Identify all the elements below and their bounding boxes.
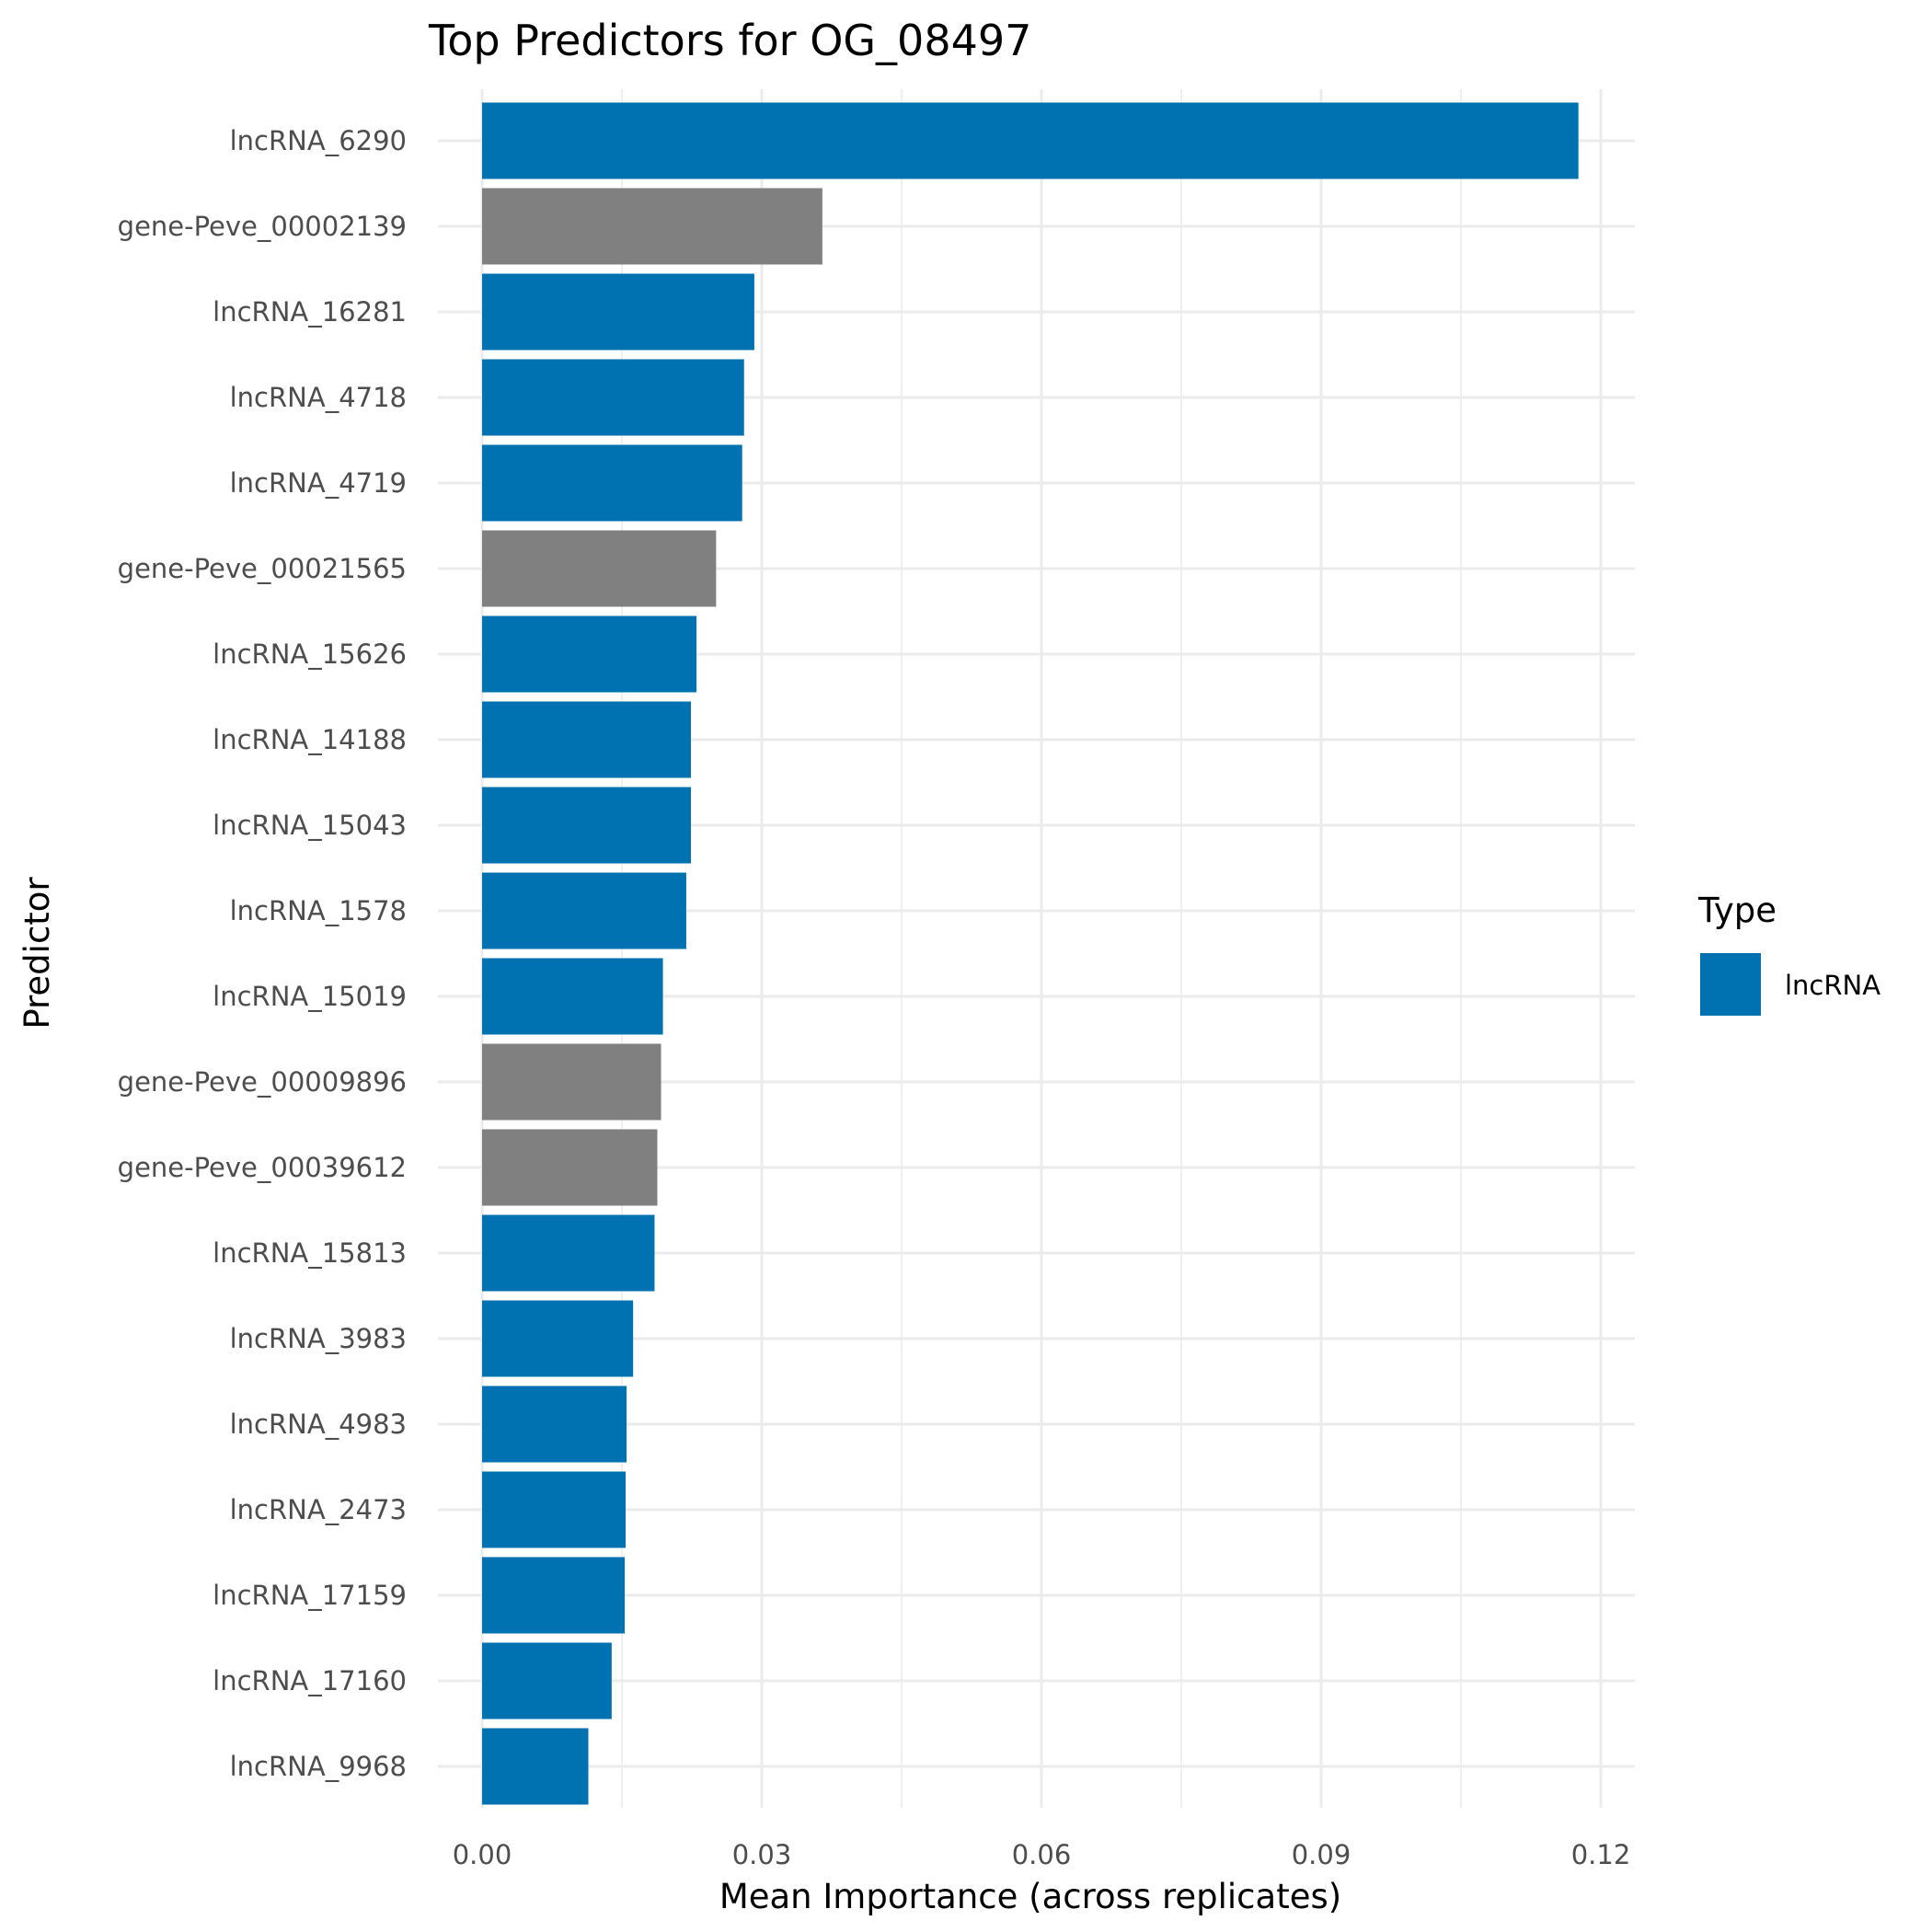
- x-tick-label: 0.12: [1571, 1839, 1631, 1870]
- bar-lncRNA_16281: [482, 273, 754, 351]
- y-tick-label: lncRNA_14188: [213, 724, 407, 755]
- y-tick-label: lncRNA_16281: [213, 296, 407, 328]
- bar-lncRNA_4719: [482, 444, 742, 522]
- x-tick-label: 0.00: [453, 1839, 512, 1870]
- x-tick-label: 0.06: [1012, 1839, 1072, 1870]
- y-tick-label: lncRNA_15626: [213, 638, 407, 670]
- legend: Type lncRNA: [1697, 891, 1880, 1016]
- y-tick-label: gene-Peve_00039612: [118, 1152, 407, 1183]
- y-tick-label: lncRNA_17160: [213, 1665, 407, 1696]
- bar-lncRNA_2473: [482, 1471, 627, 1548]
- y-axis-title: Predictor: [17, 877, 57, 1029]
- bars: [482, 102, 1579, 1805]
- y-tick-label: lncRNA_4719: [230, 467, 407, 499]
- legend-label-lncrna: lncRNA: [1785, 970, 1880, 1001]
- bar-lncRNA_1578: [482, 872, 686, 949]
- bar-lncRNA_17159: [482, 1557, 626, 1634]
- y-tick-labels: lncRNA_6290 gene-Peve_00002139 lncRNA_1628…: [118, 125, 407, 1782]
- y-tick-label: gene-Peve_00002139: [118, 211, 407, 242]
- bar-lncRNA_15813: [482, 1214, 655, 1292]
- y-tick-label: lncRNA_6290: [230, 125, 407, 156]
- y-tick-label: lncRNA_2473: [230, 1494, 407, 1525]
- y-tick-label: lncRNA_15813: [213, 1237, 407, 1269]
- legend-title: Type: [1697, 891, 1777, 930]
- chart-title: Top Predictors for OG_08497: [428, 16, 1031, 65]
- bar-lncRNA_6290: [482, 102, 1579, 179]
- x-tick-label: 0.03: [732, 1839, 792, 1870]
- bar-lncRNA_15043: [482, 787, 691, 864]
- y-tick-label: lncRNA_3983: [230, 1323, 407, 1354]
- bar-gene-Peve_00039612: [482, 1129, 658, 1206]
- bar-gene-Peve_00009896: [482, 1043, 661, 1121]
- bar-lncRNA_4718: [482, 359, 744, 436]
- y-tick-label: lncRNA_4983: [230, 1409, 407, 1440]
- bar-lncRNA_15626: [482, 615, 697, 693]
- y-tick-label: lncRNA_1578: [230, 895, 407, 926]
- x-tick-labels: 0.00 0.03 0.06 0.09 0.12: [453, 1839, 1631, 1870]
- bar-gene-Peve_00021565: [482, 530, 717, 607]
- x-axis-title: Mean Importance (across replicates): [719, 1877, 1341, 1916]
- y-tick-label: gene-Peve_00021565: [118, 553, 407, 584]
- bar-lncRNA_17160: [482, 1642, 612, 1719]
- bar-gene-Peve_00002139: [482, 188, 822, 265]
- x-tick-label: 0.09: [1292, 1839, 1351, 1870]
- y-tick-label: lncRNA_15043: [213, 810, 407, 841]
- bar-lncRNA_4983: [482, 1386, 627, 1463]
- legend-key-lncrna: [1700, 953, 1761, 1016]
- y-tick-label: lncRNA_4718: [230, 382, 407, 413]
- bar-lncRNA_3983: [482, 1300, 634, 1377]
- bar-lncRNA_14188: [482, 701, 691, 778]
- y-tick-label: lncRNA_9968: [230, 1751, 407, 1782]
- bar-lncRNA_9968: [482, 1728, 589, 1805]
- bar-lncRNA_15019: [482, 958, 663, 1035]
- y-tick-label: lncRNA_17159: [213, 1580, 407, 1611]
- y-tick-label: lncRNA_15019: [213, 981, 407, 1012]
- y-tick-label: gene-Peve_00009896: [118, 1066, 407, 1098]
